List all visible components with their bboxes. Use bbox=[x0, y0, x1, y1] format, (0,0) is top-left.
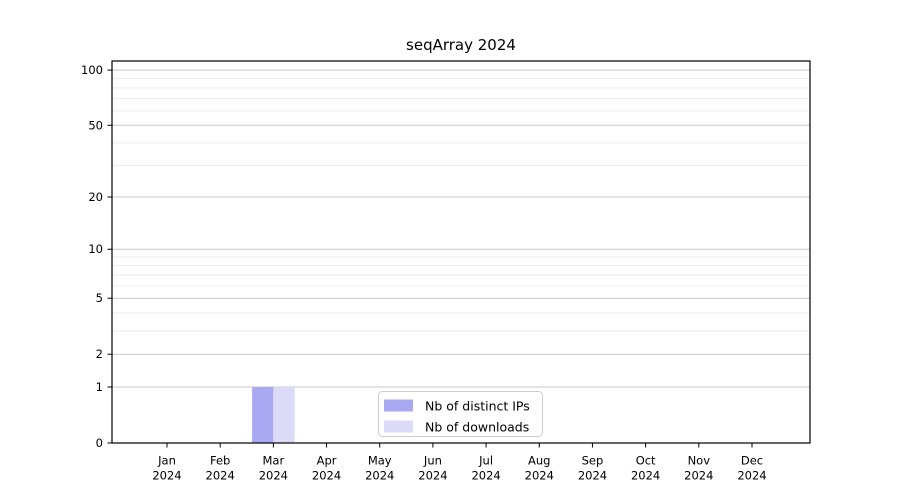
x-tick-label-year: 2024 bbox=[525, 469, 554, 483]
x-tick-label-year: 2024 bbox=[152, 469, 181, 483]
legend-label-downloads: Nb of downloads bbox=[425, 420, 529, 435]
x-tick-label-year: 2024 bbox=[259, 469, 288, 483]
legend-swatch-downloads bbox=[384, 420, 413, 433]
legend: Nb of distinct IPs Nb of downloads bbox=[378, 391, 543, 437]
x-tick-label-month: Apr bbox=[317, 454, 337, 468]
bar-mar-distinct-ips bbox=[252, 386, 274, 443]
x-tick-label-month: Jan bbox=[157, 454, 176, 468]
bar-mar-downloads bbox=[273, 386, 295, 443]
chart-title: seqArray 2024 bbox=[406, 36, 516, 54]
legend-swatch-distinct-ips bbox=[384, 399, 413, 412]
x-tick-label-month: Dec bbox=[741, 454, 763, 468]
axis-ticks bbox=[107, 69, 753, 448]
bar-series bbox=[252, 386, 295, 443]
x-tick-label-month: Jul bbox=[478, 454, 493, 468]
x-tick-label-year: 2024 bbox=[471, 469, 500, 483]
x-tick-label-year: 2024 bbox=[578, 469, 607, 483]
y-tick-label: 1 bbox=[96, 380, 103, 394]
major-gridlines bbox=[112, 69, 810, 388]
x-tick-label-month: Sep bbox=[582, 454, 604, 468]
x-tick-label-year: 2024 bbox=[631, 469, 660, 483]
y-tick-label: 10 bbox=[88, 242, 103, 256]
plot-border bbox=[111, 60, 811, 444]
y-tick-label: 20 bbox=[88, 190, 103, 204]
legend-box bbox=[378, 391, 543, 437]
x-tick-label-year: 2024 bbox=[365, 469, 394, 483]
x-tick-label-month: Oct bbox=[636, 454, 656, 468]
x-tick-label-month: Aug bbox=[528, 454, 550, 468]
x-tick-label-year: 2024 bbox=[312, 469, 341, 483]
y-tick-label: 5 bbox=[96, 291, 103, 305]
x-tick-label-year: 2024 bbox=[206, 469, 235, 483]
x-tick-label-month: Mar bbox=[263, 454, 285, 468]
y-tick-label: 100 bbox=[81, 63, 103, 77]
minor-gridlines bbox=[112, 77, 810, 332]
x-tick-label-month: Feb bbox=[210, 454, 230, 468]
y-tick-label: 2 bbox=[96, 347, 103, 361]
x-tick-label-year: 2024 bbox=[737, 469, 766, 483]
legend-label-distinct-ips: Nb of distinct IPs bbox=[425, 399, 530, 414]
y-axis-tick-labels: 0 1 2 5 10 20 50 100 bbox=[81, 63, 103, 450]
y-tick-label: 0 bbox=[96, 436, 103, 450]
x-tick-label-year: 2024 bbox=[418, 469, 447, 483]
x-tick-label-year: 2024 bbox=[684, 469, 713, 483]
x-axis-tick-labels: Jan2024Feb2024Mar2024Apr2024May2024Jun20… bbox=[152, 454, 766, 483]
x-tick-label-month: Jun bbox=[423, 454, 442, 468]
y-tick-label: 50 bbox=[88, 118, 103, 132]
x-tick-label-month: May bbox=[368, 454, 392, 468]
x-tick-label-month: Nov bbox=[688, 454, 711, 468]
